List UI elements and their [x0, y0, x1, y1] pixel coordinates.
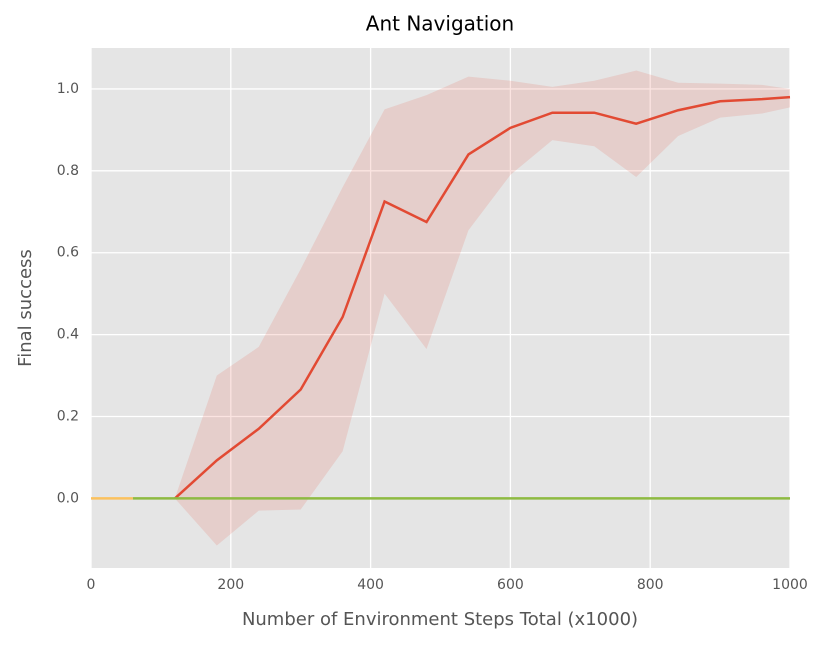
y-tick-label: 0.2	[57, 409, 79, 425]
x-tick-label: 800	[637, 577, 664, 593]
y-tick-label: 1.0	[57, 81, 79, 97]
x-tick-label: 400	[357, 577, 384, 593]
chart-title: Ant Navigation	[366, 12, 514, 36]
y-tick-label: 0.8	[57, 163, 79, 179]
x-tick-label: 600	[497, 577, 524, 593]
x-tick-label: 0	[87, 577, 96, 593]
y-tick-label: 0.0	[57, 490, 79, 506]
plot-area	[91, 48, 790, 568]
y-axis-label: Final success	[15, 249, 36, 367]
x-axis-label: Number of Environment Steps Total (x1000…	[242, 609, 638, 630]
y-tick-label: 0.4	[57, 327, 79, 343]
x-tick-label: 1000	[772, 577, 808, 593]
x-tick-label: 200	[217, 577, 244, 593]
confidence-band	[174, 70, 790, 546]
line	[174, 95, 791, 500]
y-tick-label: 0.6	[57, 245, 79, 261]
